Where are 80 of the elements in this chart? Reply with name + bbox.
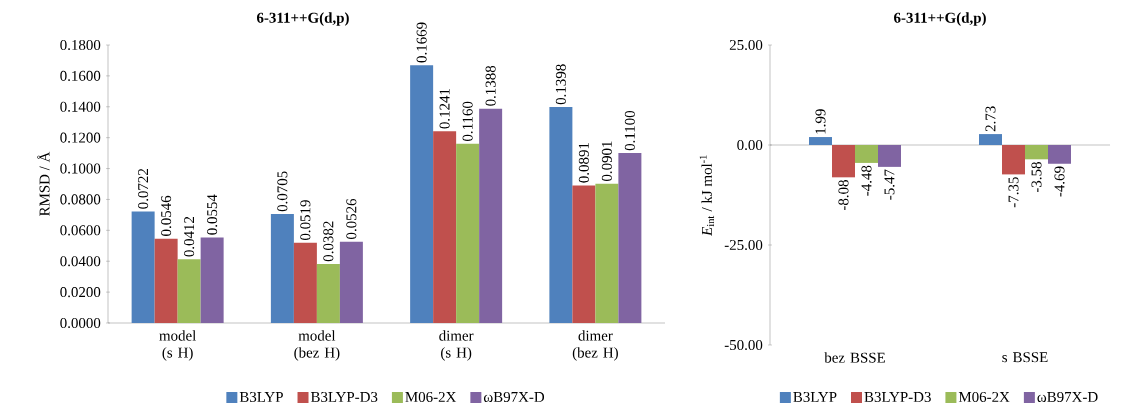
bar [154, 238, 178, 323]
data-label: -5.47 [884, 169, 895, 200]
chart-title: 6-311++G(d,p) [256, 12, 349, 26]
x-tick-label: dimer (s H) [439, 330, 474, 361]
bar [479, 108, 503, 323]
data-label: -4.48 [861, 165, 872, 196]
bar [832, 145, 856, 178]
data-label: 0.0891 [578, 142, 589, 183]
legend-label: B3LYP [793, 391, 837, 402]
y-tick-label: 25.00 [729, 39, 763, 51]
data-label: 0.0901 [601, 141, 612, 182]
x-tick-label: model (bez H) [294, 330, 340, 361]
y-tick-label: 0.1800 [60, 39, 101, 51]
data-label: -4.69 [1054, 166, 1065, 197]
bar [410, 65, 434, 323]
bar [809, 137, 833, 145]
chart-title: 6-311++G(d,p) [894, 12, 986, 26]
legend-label: B3LYP-D3 [864, 391, 931, 402]
y-tick-label: -25.00 [724, 239, 763, 251]
data-label: 0.0382 [323, 221, 334, 262]
data-label: 0.1398 [555, 64, 566, 105]
data-label: 0.1100 [624, 110, 635, 151]
data-label: 0.0554 [207, 194, 218, 235]
bar [878, 145, 902, 167]
x-tick-label: dimer (bez H) [572, 330, 618, 361]
legend-label: ωB97X-D [483, 391, 545, 402]
data-label: 0.0722 [138, 169, 149, 209]
y-tick-label: 0.0600 [60, 225, 101, 236]
y-tick-label: 0.1200 [60, 132, 101, 143]
bar [131, 211, 155, 323]
y-tick-label: 0.0800 [60, 194, 101, 205]
bar [549, 107, 573, 323]
data-label: 0.0519 [300, 200, 311, 241]
data-label: -7.35 [1008, 177, 1019, 208]
data-label: -8.08 [838, 180, 849, 211]
bar [1002, 145, 1026, 175]
bar [433, 131, 457, 323]
legend-label: M06-2X [405, 391, 457, 402]
y-axis-title: RMSD / Å [37, 151, 50, 216]
x-tick-label: model (s H) [159, 330, 196, 361]
data-label: 0.0705 [277, 171, 288, 212]
x-tick-label: s BSSE [1002, 352, 1048, 363]
bar [456, 143, 480, 323]
data-label: 0.1241 [439, 88, 450, 129]
legend-label: ωB97X-D [1037, 391, 1098, 402]
bar [200, 237, 224, 323]
bar [177, 259, 201, 323]
legend-label: B3LYP-D3 [310, 391, 378, 402]
data-label: 2.73 [985, 106, 996, 132]
bar [1048, 145, 1072, 164]
bar [339, 241, 363, 323]
y-tick-label: 0.0200 [60, 287, 101, 298]
y-tick-label: 0.00 [737, 139, 763, 151]
bar [855, 145, 879, 163]
bar [316, 264, 340, 323]
bar [270, 214, 294, 323]
data-label: 0.0546 [161, 195, 172, 236]
y-tick-label: 0.1000 [60, 163, 101, 174]
data-label: 0.1669 [416, 22, 427, 63]
y-tick-label: 0.0400 [60, 256, 101, 267]
data-label: 0.1388 [485, 65, 496, 106]
y-tick-label: 0.1600 [60, 70, 101, 81]
x-tick-label: bez BSSE [824, 352, 885, 363]
bar [979, 134, 1003, 145]
data-label: 0.0412 [184, 216, 195, 257]
y-tick-label: -50.00 [724, 339, 763, 351]
bar [618, 153, 642, 323]
y-axis-title: E$_{int}$ / kJ mol$^{-1}$ [699, 155, 715, 237]
bar [293, 242, 317, 323]
data-label: -3.58 [1031, 162, 1042, 193]
bar [572, 185, 596, 323]
data-label: 1.99 [815, 109, 826, 134]
y-tick-label: 0.1400 [60, 101, 101, 112]
bar [1025, 145, 1049, 160]
y-tick-label: 0.0000 [60, 317, 101, 329]
data-label: 0.1160 [462, 101, 473, 142]
legend-label: B3LYP [239, 391, 283, 402]
data-label: 0.0526 [346, 198, 357, 239]
legend-label: M06-2X [958, 391, 1010, 402]
bar [595, 183, 619, 323]
